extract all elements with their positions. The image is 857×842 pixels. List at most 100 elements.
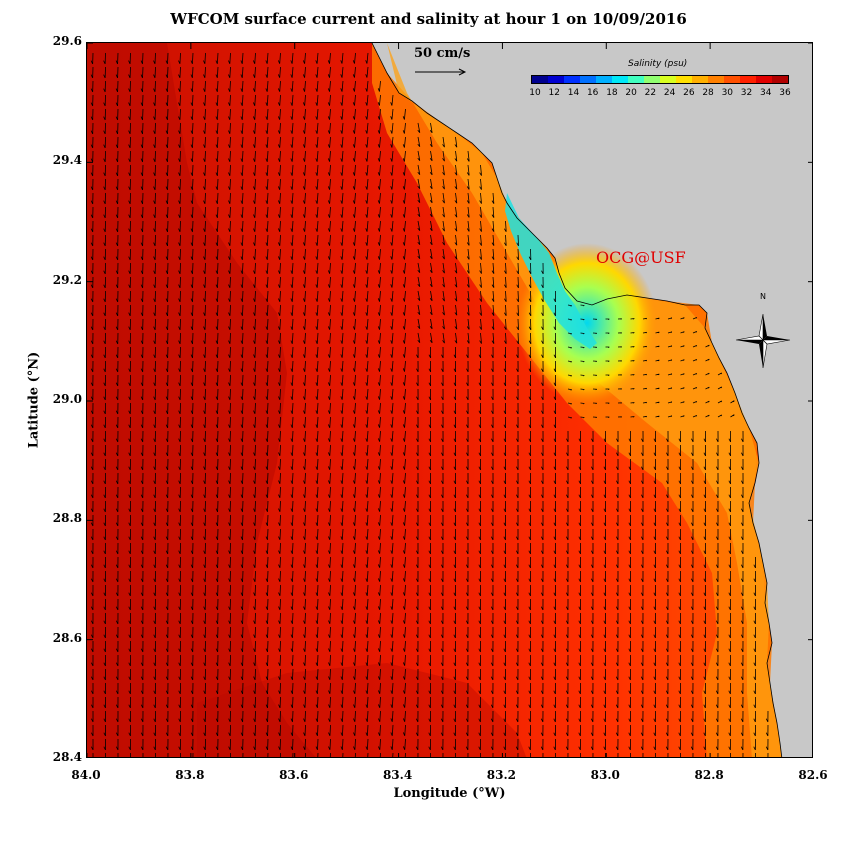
current-arrow	[528, 710, 531, 723]
current-arrow	[265, 626, 269, 639]
current-arrow	[352, 108, 356, 120]
current-arrow	[567, 304, 572, 307]
current-arrow	[429, 206, 433, 218]
current-arrow	[590, 668, 594, 681]
current-arrow	[365, 318, 369, 330]
current-arrow	[690, 640, 694, 653]
current-arrow	[215, 122, 219, 135]
current-arrow	[491, 220, 495, 232]
current-arrow	[503, 682, 506, 695]
current-arrow	[115, 612, 119, 625]
current-arrow	[504, 262, 507, 275]
current-arrow	[240, 276, 244, 289]
current-arrow	[390, 514, 394, 526]
current-arrow	[402, 682, 406, 694]
current-arrow	[553, 374, 557, 387]
current-arrow	[90, 500, 94, 513]
current-arrow	[140, 304, 144, 317]
current-arrow	[203, 528, 206, 541]
current-arrow	[340, 262, 344, 274]
current-arrow	[553, 668, 556, 681]
current-arrow	[265, 94, 269, 106]
current-arrow	[153, 416, 156, 429]
current-arrow	[103, 514, 106, 527]
current-arrow	[454, 164, 458, 176]
current-arrow	[541, 374, 544, 387]
current-arrow	[278, 472, 281, 485]
current-arrow	[478, 402, 481, 415]
current-arrow	[402, 346, 406, 358]
current-arrow	[115, 164, 119, 177]
current-arrow	[290, 710, 294, 723]
current-arrow	[390, 290, 394, 302]
current-arrow	[703, 738, 706, 751]
current-arrow	[178, 66, 181, 79]
current-arrow	[416, 360, 419, 373]
colorbar-tick: 10	[529, 88, 541, 98]
current-arrow	[128, 360, 131, 373]
current-arrow	[479, 220, 482, 232]
current-arrow	[665, 654, 669, 667]
current-arrow	[402, 164, 406, 176]
current-arrow	[128, 416, 131, 429]
current-arrow	[615, 556, 619, 569]
current-arrow	[265, 472, 269, 485]
current-arrow	[215, 304, 219, 317]
current-arrow	[128, 220, 131, 233]
current-arrow	[578, 724, 581, 737]
current-arrow	[240, 528, 244, 541]
current-arrow	[315, 108, 319, 120]
current-arrow	[365, 514, 369, 526]
current-arrow	[153, 220, 156, 233]
current-arrow	[328, 682, 331, 695]
current-arrow	[516, 458, 519, 471]
current-arrow	[590, 584, 594, 597]
current-arrow	[140, 598, 144, 611]
coastline	[371, 43, 783, 757]
current-arrow	[528, 612, 531, 625]
current-arrow	[402, 444, 406, 456]
current-arrow	[352, 52, 356, 64]
colorbar-tick: 32	[740, 88, 753, 98]
current-arrow	[603, 626, 606, 639]
current-arrow	[278, 262, 281, 274]
current-arrow	[278, 724, 281, 737]
current-arrow	[503, 626, 506, 639]
current-arrow	[365, 80, 369, 92]
current-arrow	[503, 710, 506, 723]
current-arrow	[115, 556, 119, 569]
current-arrow	[415, 640, 419, 653]
current-arrow	[515, 612, 519, 625]
current-arrow	[353, 710, 356, 723]
current-arrow	[653, 612, 656, 625]
current-arrow	[429, 192, 433, 204]
current-arrow	[553, 290, 556, 303]
current-arrow	[340, 654, 344, 667]
current-arrow	[592, 752, 594, 757]
current-arrow	[377, 94, 381, 106]
current-arrow	[303, 724, 306, 737]
current-arrow	[153, 318, 156, 331]
current-arrow	[340, 458, 344, 470]
current-arrow	[390, 668, 394, 680]
current-arrow	[703, 598, 706, 611]
current-arrow	[352, 374, 356, 386]
current-arrow	[454, 248, 458, 260]
current-arrow	[140, 346, 144, 359]
current-arrow	[90, 528, 94, 541]
current-arrow	[90, 682, 94, 695]
current-arrow	[103, 318, 106, 331]
current-arrow	[415, 710, 419, 723]
scale-arrow-label: 50 cm/s	[414, 46, 471, 61]
current-arrow	[128, 682, 131, 695]
current-arrow	[128, 262, 131, 275]
current-arrow	[540, 640, 544, 653]
current-arrow	[178, 612, 181, 625]
current-arrow	[178, 150, 181, 163]
current-arrow	[178, 416, 181, 429]
current-arrow	[365, 178, 369, 190]
current-arrow	[290, 234, 294, 246]
current-arrow	[553, 444, 556, 457]
current-arrow	[178, 94, 181, 107]
current-arrow	[415, 724, 419, 737]
